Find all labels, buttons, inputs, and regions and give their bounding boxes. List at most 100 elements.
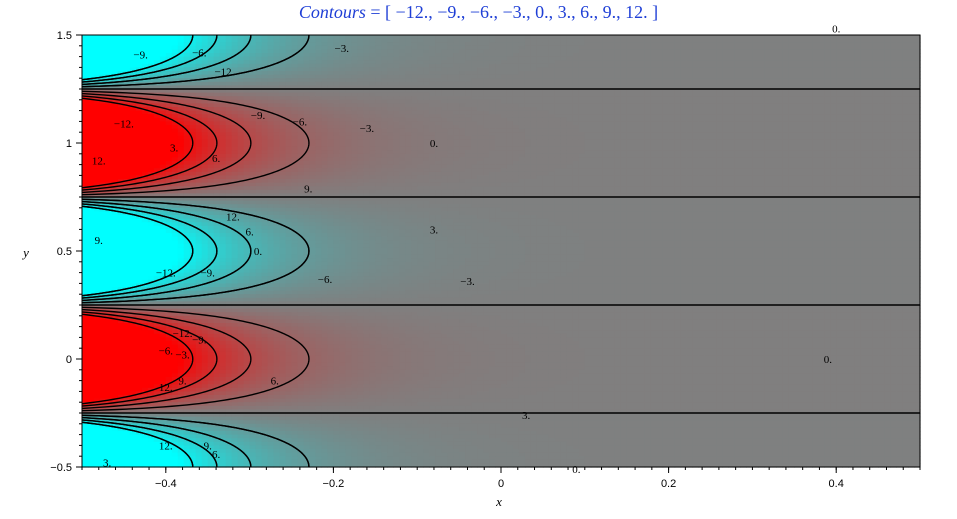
- shade-cell: [225, 330, 233, 335]
- shade-cell: [219, 49, 227, 54]
- shade-cell: [291, 193, 299, 198]
- shade-cell: [123, 85, 131, 90]
- shade-cell: [315, 333, 323, 338]
- shade-cell: [249, 200, 257, 205]
- shade-cell: [291, 449, 299, 454]
- shade-cell: [249, 258, 257, 263]
- shade-cell: [225, 427, 233, 432]
- shade-cell: [153, 186, 161, 191]
- shade-cell: [141, 251, 149, 256]
- shade-cell: [183, 247, 191, 252]
- shade-cell: [117, 323, 125, 328]
- shade-cell: [315, 114, 323, 119]
- shade-cell: [243, 117, 251, 122]
- shade-cell: [183, 326, 191, 331]
- shade-cell: [267, 193, 275, 198]
- shade-cell: [111, 71, 119, 76]
- shade-cell: [231, 308, 239, 313]
- shade-cell: [315, 175, 323, 180]
- shade-cell: [183, 441, 191, 446]
- shade-cell: [309, 110, 317, 115]
- shade-cell: [183, 53, 191, 58]
- shade-cell: [225, 182, 233, 187]
- shade-cell: [129, 49, 137, 54]
- shade-cell: [141, 441, 149, 446]
- shade-cell: [171, 164, 179, 169]
- shade-cell: [243, 449, 251, 454]
- shade-cell: [303, 254, 311, 259]
- shade-cell: [123, 193, 131, 198]
- shade-cell: [183, 92, 191, 97]
- shade-cell: [189, 413, 197, 418]
- shade-cell: [195, 125, 203, 130]
- shade-cell: [165, 269, 173, 274]
- shade-cell: [327, 132, 334, 137]
- shade-cell: [309, 67, 317, 72]
- shade-cell: [183, 171, 191, 176]
- shade-cell: [321, 326, 329, 331]
- shade-cell: [309, 193, 317, 198]
- shade-cell: [99, 132, 107, 137]
- shade-cell: [141, 211, 149, 216]
- shade-cell: [291, 348, 299, 353]
- shade-cell: [237, 189, 245, 194]
- shade-cell: [171, 117, 179, 122]
- shade-cell: [315, 387, 323, 392]
- shade-cell: [117, 63, 125, 68]
- shade-cell: [99, 103, 107, 108]
- shade-cell: [153, 287, 161, 292]
- shade-cell: [297, 74, 305, 79]
- shade-cell: [243, 287, 251, 292]
- shade-cell: [87, 204, 95, 209]
- shade-cell: [99, 344, 107, 349]
- shade-cell: [141, 218, 149, 223]
- shade-cell: [267, 377, 275, 382]
- shade-cell: [93, 312, 101, 317]
- shade-cell: [237, 413, 245, 418]
- shade-cell: [279, 74, 287, 79]
- shade-cell: [273, 416, 281, 421]
- shade-cell: [105, 139, 113, 144]
- shade-cell: [105, 348, 113, 353]
- shade-cell: [207, 197, 215, 202]
- shade-cell: [117, 261, 125, 266]
- shade-cell: [135, 369, 143, 374]
- shade-cell: [273, 207, 281, 212]
- shade-cell: [99, 434, 107, 439]
- shade-cell: [273, 294, 281, 299]
- shade-cell: [249, 204, 257, 209]
- shade-cell: [82, 186, 89, 191]
- shade-cell: [225, 251, 233, 256]
- shade-cell: [123, 459, 131, 464]
- shade-cell: [171, 121, 179, 126]
- shade-cell: [285, 218, 293, 223]
- shade-cell: [255, 456, 263, 461]
- shade-cell: [249, 254, 257, 259]
- shade-cell: [237, 150, 245, 155]
- shade-cell: [243, 251, 251, 256]
- shade-cell: [129, 463, 137, 468]
- shade-cell: [129, 330, 137, 335]
- shade-cell: [123, 254, 131, 259]
- shade-cell: [129, 60, 137, 65]
- shade-cell: [273, 301, 281, 306]
- shade-cell: [165, 78, 173, 83]
- shade-cell: [171, 297, 179, 302]
- shade-cell: [201, 135, 209, 140]
- shade-cell: [273, 53, 281, 58]
- shade-cell: [219, 117, 227, 122]
- shade-cell: [321, 189, 329, 194]
- shade-cell: [93, 463, 101, 468]
- shade-cell: [237, 445, 245, 450]
- shade-cell: [105, 265, 113, 270]
- shade-cell: [315, 398, 323, 403]
- shade-cell: [219, 63, 227, 68]
- shade-cell: [243, 355, 251, 360]
- shade-cell: [141, 89, 149, 94]
- shade-cell: [285, 301, 293, 306]
- shade-cell: [279, 99, 287, 104]
- shade-cell: [99, 366, 107, 371]
- shade-cell: [285, 265, 293, 270]
- shade-cell: [111, 409, 119, 414]
- shade-cell: [171, 143, 179, 148]
